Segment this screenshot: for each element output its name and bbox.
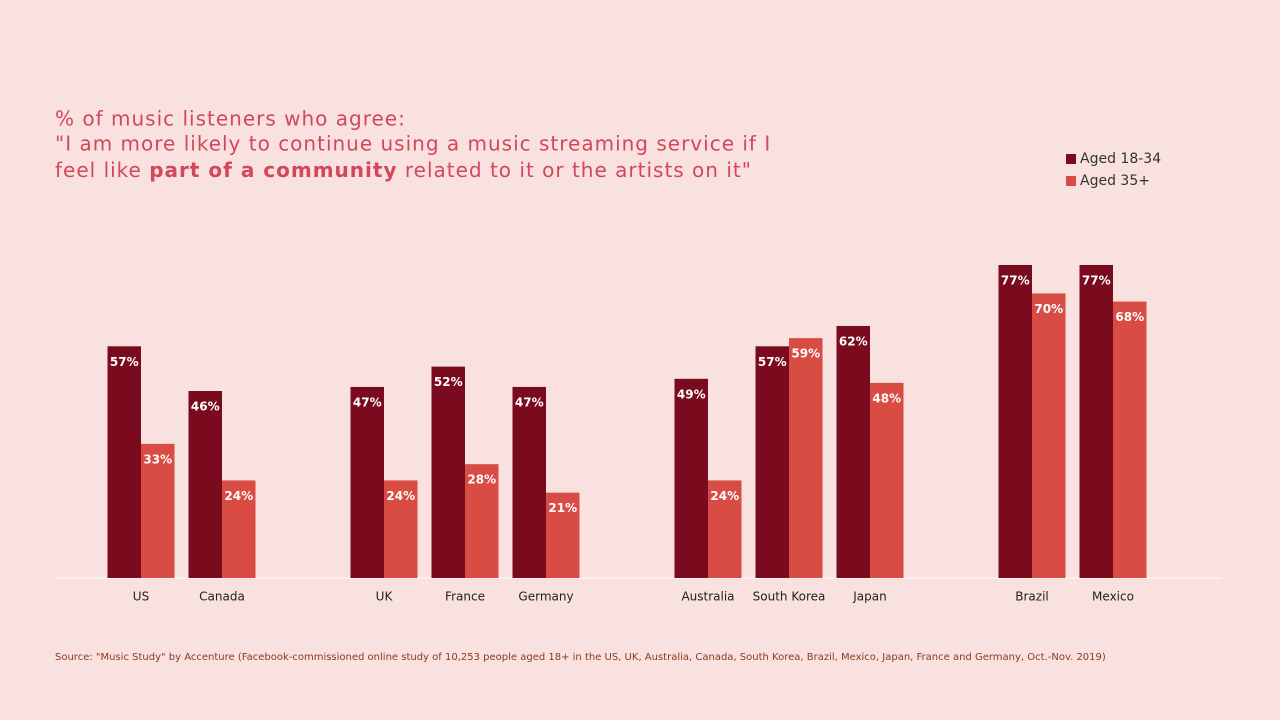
value-label: 59% bbox=[791, 347, 820, 361]
bar bbox=[998, 264, 1032, 578]
bar bbox=[1032, 293, 1066, 578]
bar bbox=[870, 382, 904, 578]
value-label: 21% bbox=[548, 501, 577, 515]
bar bbox=[1079, 264, 1113, 578]
value-label: 24% bbox=[710, 489, 739, 503]
x-tick-label: Germany bbox=[518, 590, 573, 604]
x-tick-label: Brazil bbox=[1015, 590, 1049, 604]
x-tick-label: Canada bbox=[199, 590, 245, 604]
bar bbox=[512, 386, 546, 578]
bar bbox=[465, 464, 499, 578]
x-tick-label: South Korea bbox=[753, 590, 826, 604]
bar bbox=[674, 378, 708, 578]
value-label: 77% bbox=[1001, 273, 1030, 287]
bar bbox=[755, 346, 789, 578]
x-tick-label: UK bbox=[376, 590, 394, 604]
bar bbox=[222, 480, 256, 578]
subtitle-part: related to it or the artists on it" bbox=[398, 158, 752, 182]
value-label: 24% bbox=[224, 489, 253, 503]
value-label: 33% bbox=[143, 452, 172, 466]
value-label: 28% bbox=[467, 473, 496, 487]
x-tick-label: US bbox=[133, 590, 149, 604]
legend-swatch bbox=[1066, 176, 1076, 186]
chart-title: % of music listeners who agree: bbox=[55, 107, 406, 131]
value-label: 24% bbox=[386, 489, 415, 503]
value-label: 46% bbox=[191, 400, 220, 414]
bar bbox=[1113, 301, 1147, 578]
chart-subtitle: "I am more likely to continue using a mu… bbox=[55, 132, 771, 156]
x-tick-label: Australia bbox=[681, 590, 734, 604]
value-label: 49% bbox=[677, 387, 706, 401]
bar bbox=[708, 480, 742, 578]
source-note: Source: "Music Study" by Accenture (Face… bbox=[55, 652, 1106, 663]
legend-label: Aged 35+ bbox=[1080, 173, 1150, 189]
value-label: 68% bbox=[1115, 310, 1144, 324]
value-label: 48% bbox=[872, 391, 901, 405]
x-tick-label: Japan bbox=[852, 590, 886, 604]
legend-swatch bbox=[1066, 154, 1076, 164]
value-label: 47% bbox=[353, 395, 382, 409]
value-label: 57% bbox=[758, 355, 787, 369]
bar bbox=[431, 366, 465, 578]
value-label: 70% bbox=[1034, 302, 1063, 316]
value-label: 57% bbox=[110, 355, 139, 369]
bar bbox=[546, 492, 580, 578]
bar bbox=[789, 338, 823, 578]
bar bbox=[384, 480, 418, 578]
x-tick-label: France bbox=[445, 590, 485, 604]
bar bbox=[188, 391, 222, 578]
legend-label: Aged 18-34 bbox=[1080, 151, 1161, 167]
value-label: 47% bbox=[515, 395, 544, 409]
chart-subtitle: feel like part of a community related to… bbox=[55, 158, 752, 182]
subtitle-emphasis: part of a community bbox=[149, 158, 397, 182]
subtitle-part: feel like bbox=[55, 158, 149, 182]
bar bbox=[836, 325, 870, 578]
value-label: 77% bbox=[1082, 273, 1111, 287]
bar bbox=[350, 386, 384, 578]
value-label: 62% bbox=[839, 334, 868, 348]
value-label: 52% bbox=[434, 375, 463, 389]
bar bbox=[141, 443, 175, 578]
x-tick-label: Mexico bbox=[1092, 590, 1134, 604]
bar bbox=[107, 346, 141, 578]
